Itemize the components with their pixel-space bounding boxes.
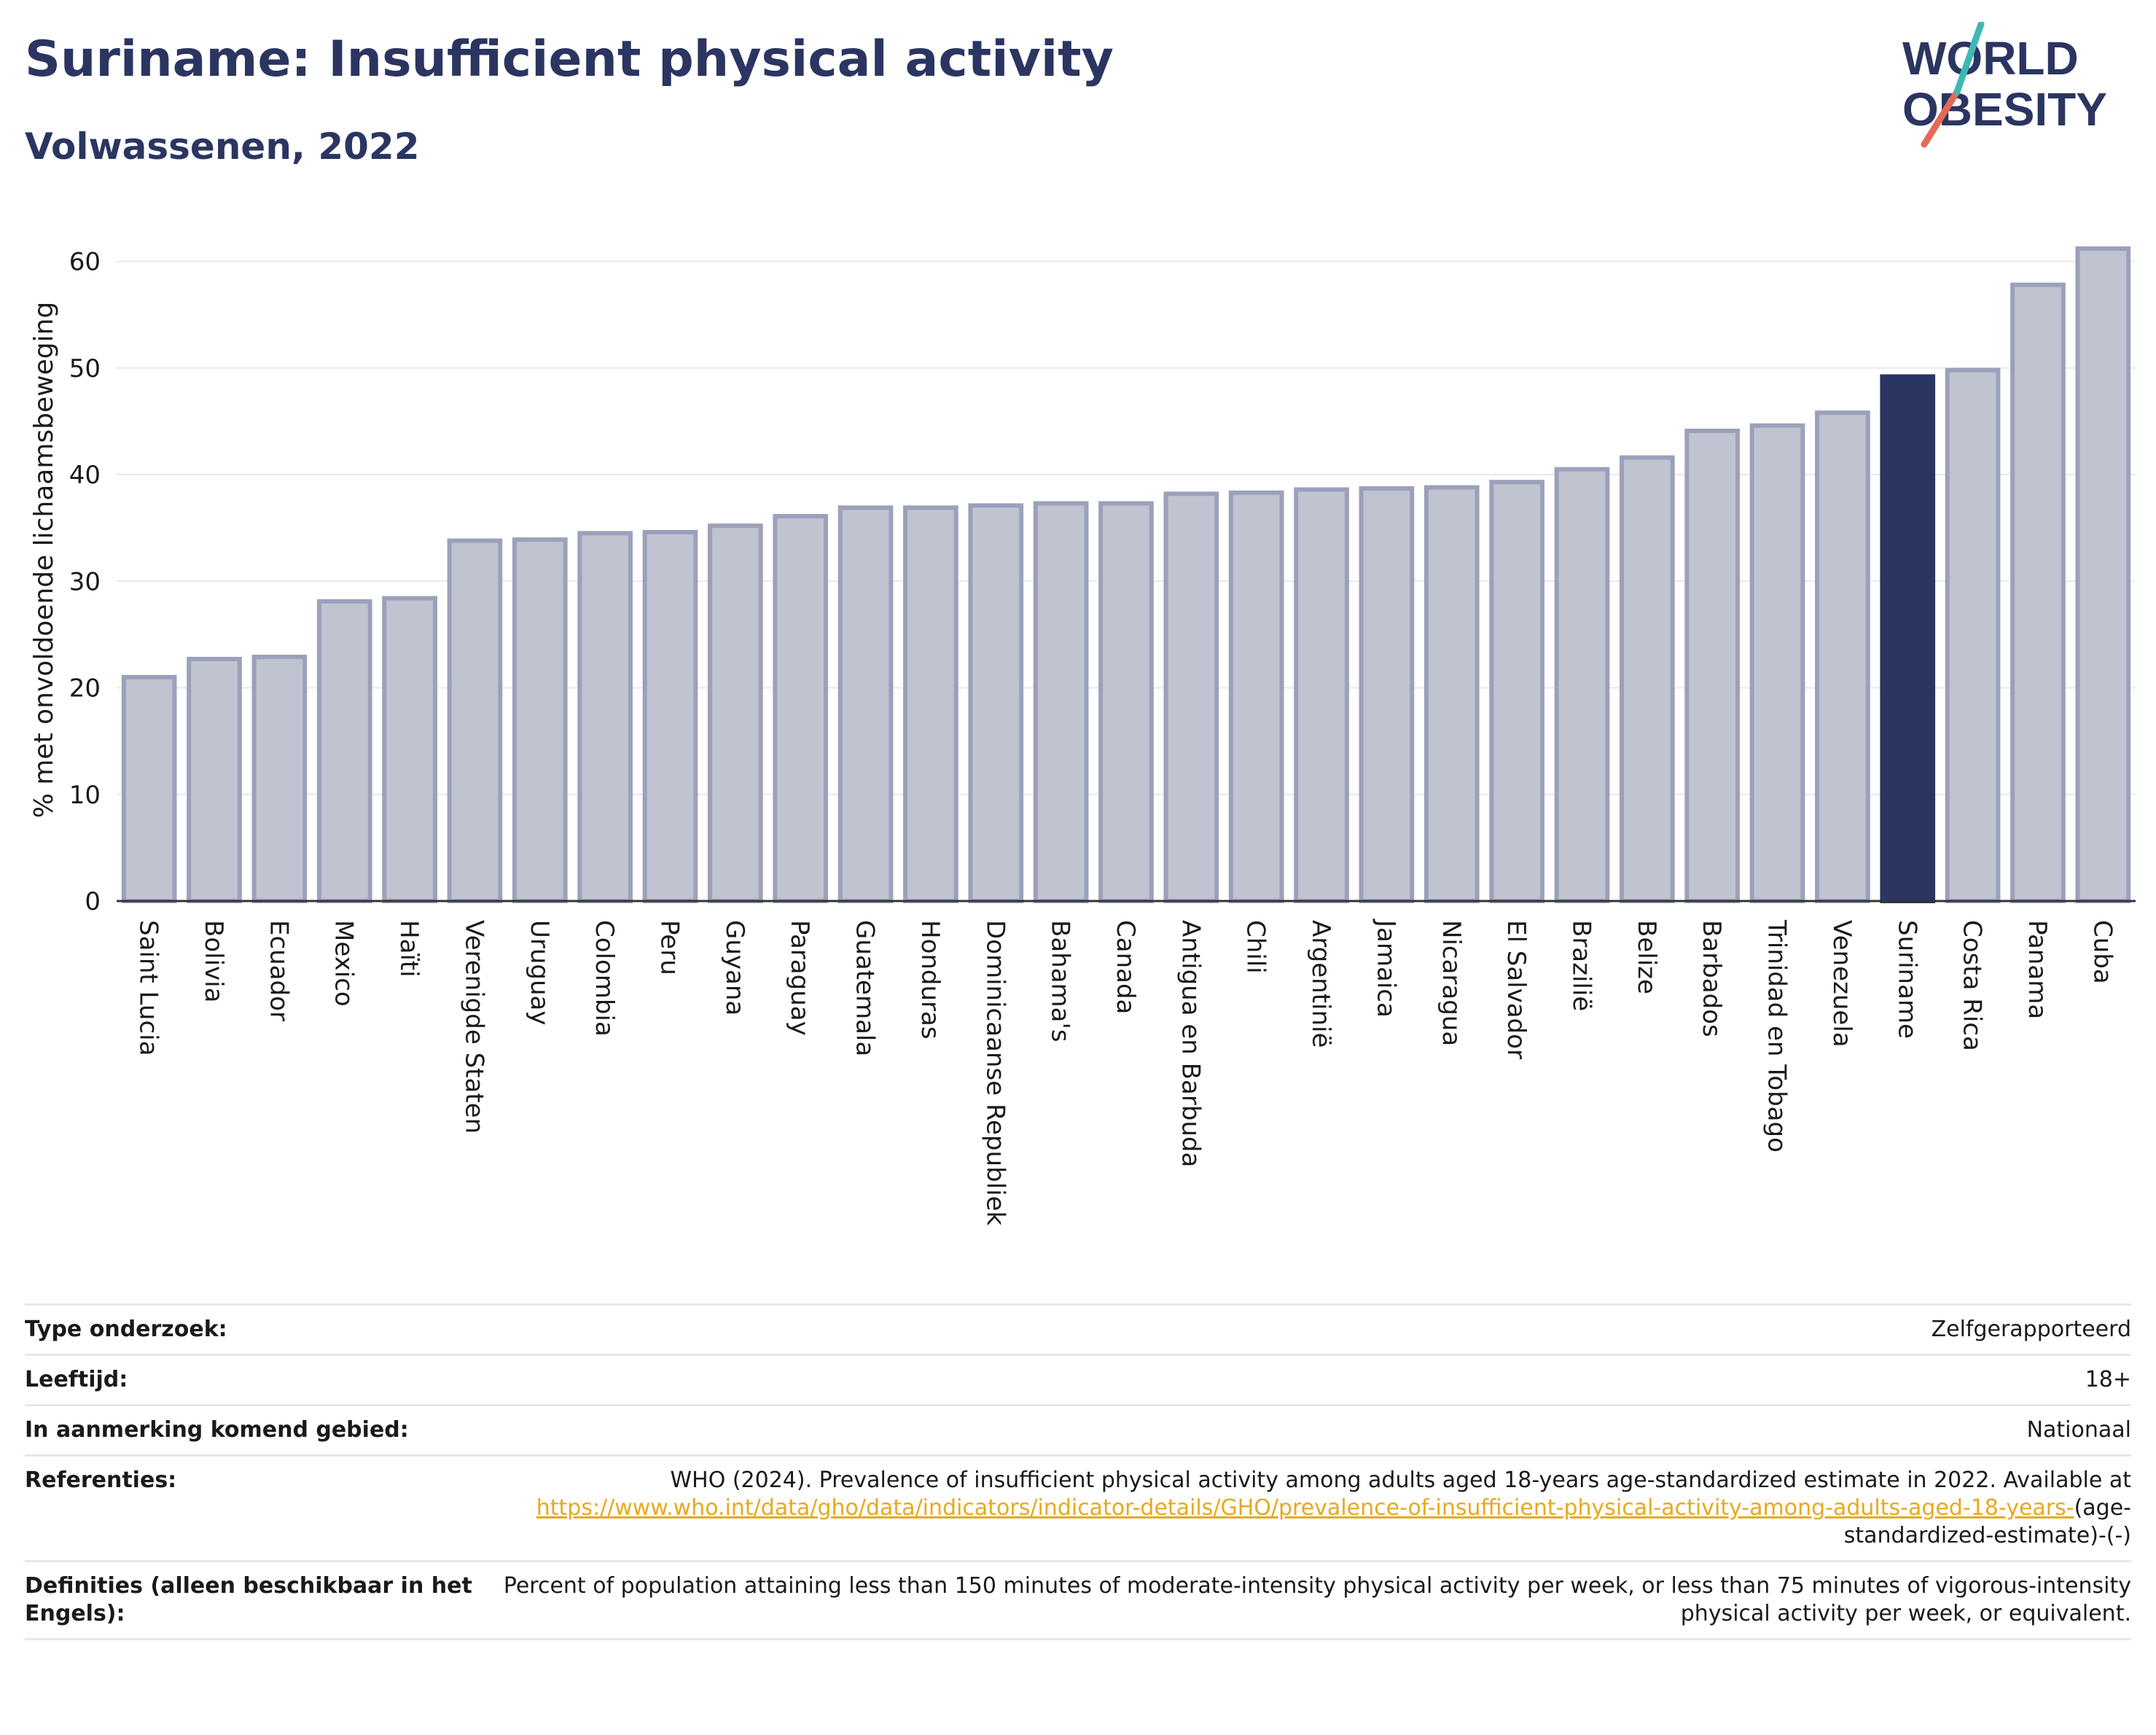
bar-nicaragua[interactable] xyxy=(1423,485,1480,903)
info-label: Referenties: xyxy=(25,1454,499,1562)
reference-suffix: (age-standardized-estimate)-(-) xyxy=(1843,1495,2131,1548)
info-label: In aanmerking komend gebied: xyxy=(25,1404,499,1456)
info-value: Zelfgerapporteerd xyxy=(499,1303,2131,1355)
bar-brazili-[interactable] xyxy=(1554,467,1610,903)
x-tick-label: Uruguay xyxy=(525,920,554,1026)
x-tick-label: Trinidad en Tobago xyxy=(1762,919,1792,1153)
info-row: In aanmerking komend gebied: Nationaal xyxy=(25,1404,2131,1456)
y-tick-label: 0 xyxy=(85,887,101,916)
bar-canada[interactable] xyxy=(1098,501,1154,903)
x-tick-label: El Salvador xyxy=(1501,920,1531,1059)
reference-text: WHO (2024). Prevalence of insufficient p… xyxy=(670,1467,2131,1493)
info-label: Leeftijd: xyxy=(25,1354,499,1405)
bars xyxy=(121,246,2131,904)
bar-trinidad-en-tobago[interactable] xyxy=(1749,423,1805,903)
info-value: Nationaal xyxy=(499,1404,2131,1456)
bar-barbados[interactable] xyxy=(1684,429,1741,903)
x-tick-label: Peru xyxy=(655,920,684,975)
bar-colombia[interactable] xyxy=(577,531,633,903)
bar-panama[interactable] xyxy=(2010,282,2066,903)
x-tick-label: Bahama's xyxy=(1046,920,1075,1042)
x-tick-label: Jamaica xyxy=(1371,919,1400,1018)
y-tick-label: 50 xyxy=(69,354,101,383)
info-label: Definities (alleen beschikbaar in het En… xyxy=(25,1560,499,1640)
bar-cuba[interactable] xyxy=(2075,246,2131,903)
reference-link[interactable]: https://www.who.int/data/gho/data/indica… xyxy=(536,1495,2074,1521)
x-tick-label: Panama xyxy=(2023,920,2052,1019)
bar-honduras[interactable] xyxy=(903,505,958,903)
y-axis-ticks: 0 10 20 30 40 50 60 xyxy=(69,248,101,917)
x-tick-label: Nicaragua xyxy=(1437,920,1466,1046)
x-tick-label: Argentinië xyxy=(1306,920,1335,1048)
x-axis-labels: Saint Lucia Bolivia Ecuador Mexico Haïti Vere… xyxy=(134,919,2117,1225)
x-tick-label: Colombia xyxy=(590,920,619,1037)
bar-suriname[interactable] xyxy=(1880,374,1936,903)
x-tick-label: Suriname xyxy=(1892,920,1921,1039)
x-tick-label: Canada xyxy=(1111,920,1140,1014)
bar-guyana[interactable] xyxy=(708,523,763,903)
references-row: Referenties: WHO (2024). Prevalence of in… xyxy=(25,1454,2131,1562)
x-tick-label: Haïti xyxy=(394,920,423,978)
bar-chili[interactable] xyxy=(1228,490,1284,903)
x-tick-label: Dominicaanse Republiek xyxy=(980,920,1009,1225)
info-row: Type onderzoek: Zelfgerapporteerd xyxy=(25,1303,2131,1355)
x-tick-label: Mexico xyxy=(329,920,359,1007)
bar-ha-ti[interactable] xyxy=(382,596,437,904)
world-obesity-logo: WORLD OBESITY xyxy=(1902,22,2107,148)
bar-venezuela[interactable] xyxy=(1815,410,1870,903)
logo-line1: WORLD xyxy=(1902,32,2079,85)
bar-dominicaanse-republiek[interactable] xyxy=(968,503,1024,903)
bar-chart: 0 10 20 30 40 50 60 Saint Lucia Bolivia Ecuador M… xyxy=(29,246,2136,1225)
bar-antigua-en-barbuda[interactable] xyxy=(1163,491,1219,903)
x-tick-label: Chili xyxy=(1241,920,1270,974)
bar-costa-rica[interactable] xyxy=(1945,367,2001,903)
x-tick-label: Guyana xyxy=(720,920,749,1015)
info-label: Type onderzoek: xyxy=(25,1303,499,1355)
y-tick-label: 30 xyxy=(69,567,101,596)
y-tick-label: 60 xyxy=(69,248,101,277)
x-tick-label: Costa Rica xyxy=(1958,920,1987,1051)
y-tick-label: 40 xyxy=(69,461,101,490)
x-tick-label: Honduras xyxy=(915,920,945,1040)
x-tick-label: Bolivia xyxy=(199,920,228,1002)
chart-subtitle: Volwassenen, 2022 xyxy=(25,125,420,168)
x-tick-label: Barbados xyxy=(1697,920,1726,1037)
y-axis-label: % met onvoldoende lichaamsbeweging xyxy=(29,302,59,819)
bar-verenigde-staten[interactable] xyxy=(447,538,503,903)
x-tick-label: Ecuador xyxy=(264,920,293,1021)
info-row: Leeftijd: 18+ xyxy=(25,1354,2131,1405)
bar-guatemala[interactable] xyxy=(837,505,894,903)
info-table: Type onderzoek: Zelfgerapporteerd Leeftijd… xyxy=(25,1303,2131,1640)
x-tick-label: Antigua en Barbuda xyxy=(1176,920,1205,1167)
info-value: WHO (2024). Prevalence of insufficient p… xyxy=(499,1454,2131,1562)
y-tick-label: 20 xyxy=(69,674,101,703)
bar-el-salvador[interactable] xyxy=(1489,480,1544,903)
y-tick-label: 10 xyxy=(69,781,101,810)
bar-paraguay[interactable] xyxy=(773,514,829,903)
bar-mexico[interactable] xyxy=(316,599,372,903)
x-tick-label: Brazilië xyxy=(1566,920,1595,1011)
x-tick-label: Paraguay xyxy=(785,920,814,1036)
bar-argentini-[interactable] xyxy=(1294,487,1349,903)
info-value: 18+ xyxy=(499,1354,2131,1405)
x-tick-label: Belize xyxy=(1632,920,1661,994)
bar-ecuador[interactable] xyxy=(251,655,308,904)
bar-peru[interactable] xyxy=(642,529,698,903)
chart-title: Suriname: Insufficient physical activity xyxy=(25,31,1114,88)
x-tick-label: Verenigde Staten xyxy=(459,920,488,1134)
info-value: Percent of population attaining less tha… xyxy=(499,1560,2131,1640)
x-tick-label: Saint Lucia xyxy=(134,920,163,1056)
bar-bahama-s[interactable] xyxy=(1033,501,1089,903)
bar-bolivia[interactable] xyxy=(187,657,242,903)
bar-saint-lucia[interactable] xyxy=(121,674,177,903)
x-tick-label: Venezuela xyxy=(1827,920,1856,1048)
bar-uruguay[interactable] xyxy=(512,537,568,904)
bar-jamaica[interactable] xyxy=(1359,486,1415,903)
definitions-row: Definities (alleen beschikbaar in het En… xyxy=(25,1560,2131,1640)
x-tick-label: Cuba xyxy=(2087,920,2117,984)
x-tick-label: Guatemala xyxy=(851,920,880,1056)
bar-belize[interactable] xyxy=(1619,455,1675,903)
